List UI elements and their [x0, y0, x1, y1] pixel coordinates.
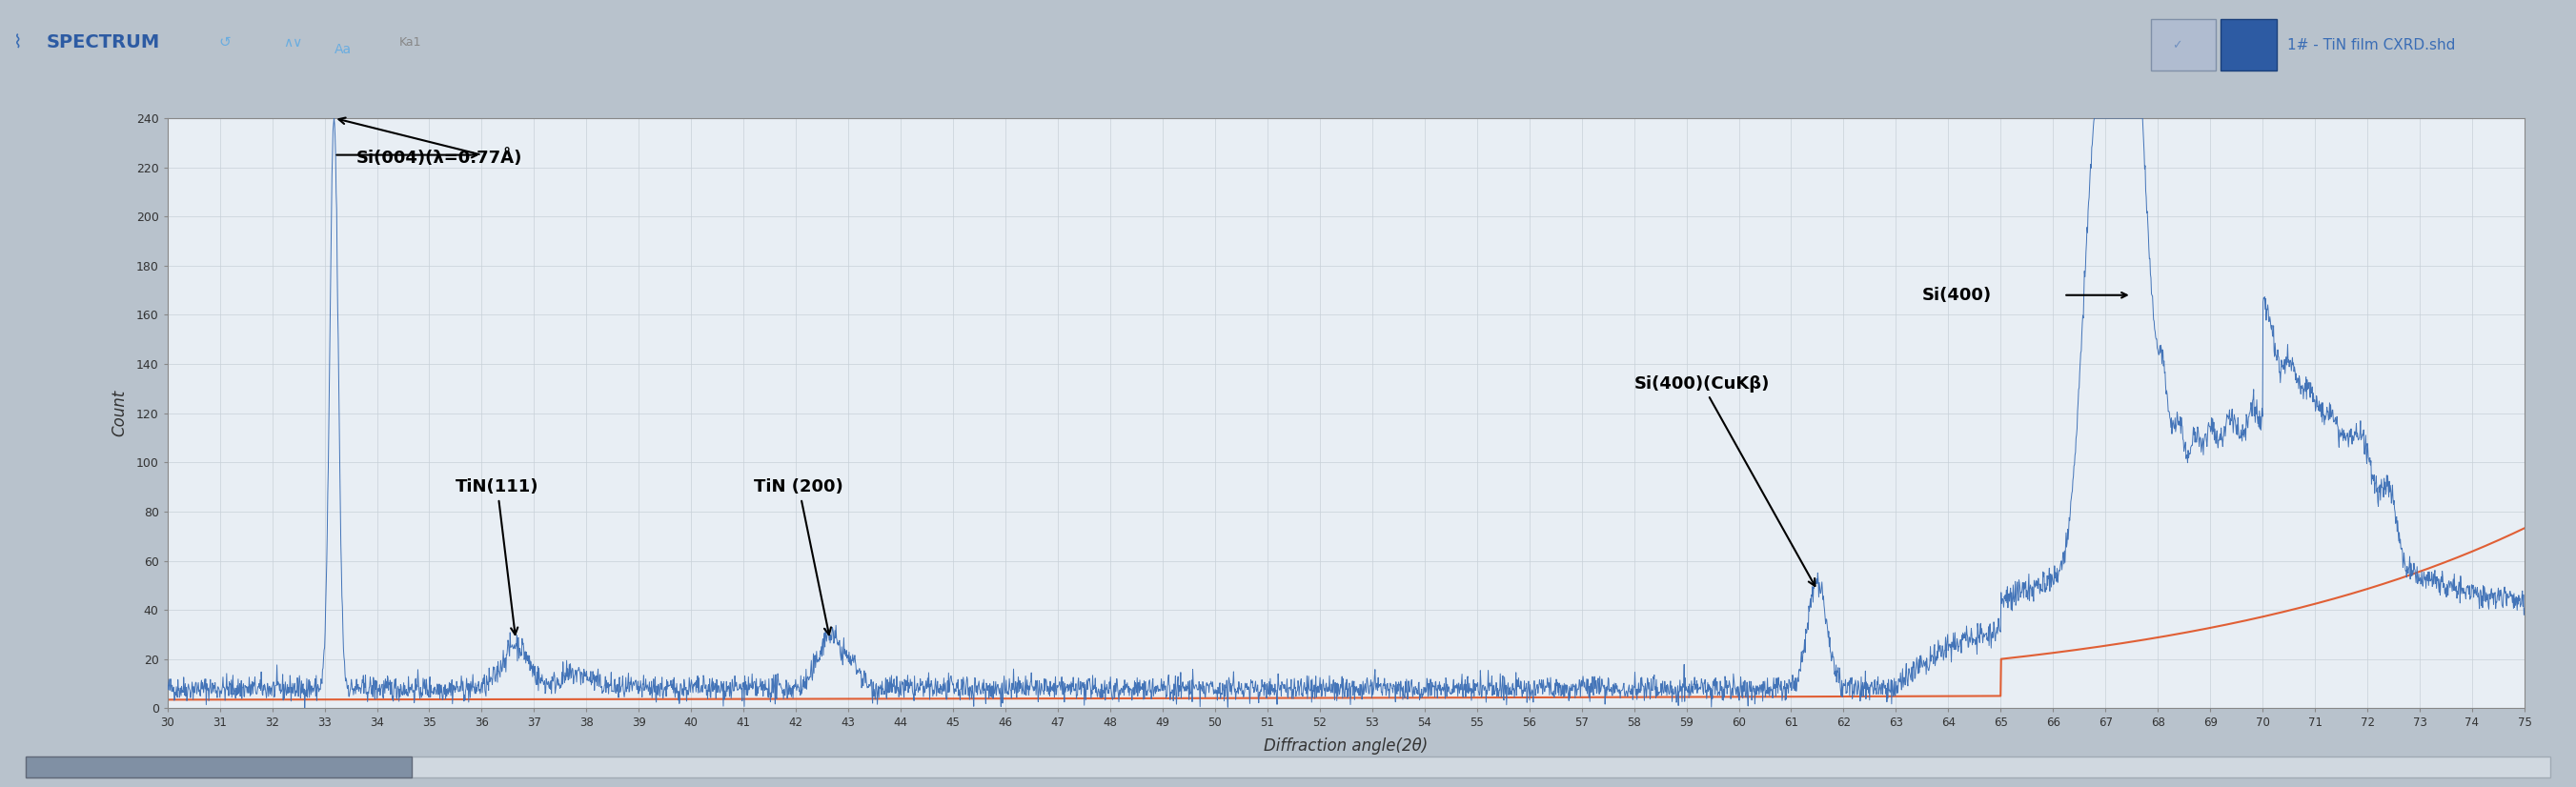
Text: ⌇: ⌇	[13, 33, 23, 52]
Text: Ka1: Ka1	[399, 36, 422, 49]
Text: Si(004)(λ=0.77Å): Si(004)(λ=0.77Å)	[355, 149, 523, 166]
Y-axis label: Count: Count	[111, 390, 129, 437]
FancyBboxPatch shape	[26, 756, 412, 778]
Text: Si(400)(CuKβ): Si(400)(CuKβ)	[1633, 375, 1816, 586]
Text: 1# - TiN film CXRD.shd: 1# - TiN film CXRD.shd	[2287, 39, 2455, 53]
FancyBboxPatch shape	[26, 756, 2550, 778]
Text: ↺: ↺	[219, 35, 232, 50]
X-axis label: Diffraction angle(2θ): Diffraction angle(2θ)	[1265, 737, 1427, 755]
FancyBboxPatch shape	[2151, 19, 2215, 71]
Text: SPECTRUM: SPECTRUM	[46, 33, 160, 52]
Text: ✓: ✓	[2172, 39, 2182, 51]
Text: TiN (200): TiN (200)	[755, 478, 842, 634]
Text: Aa: Aa	[335, 42, 353, 56]
FancyBboxPatch shape	[2221, 19, 2277, 71]
Text: TiN(111): TiN(111)	[456, 478, 538, 634]
Text: ∧∨: ∧∨	[283, 36, 301, 49]
Text: Si(400): Si(400)	[1922, 286, 1991, 304]
